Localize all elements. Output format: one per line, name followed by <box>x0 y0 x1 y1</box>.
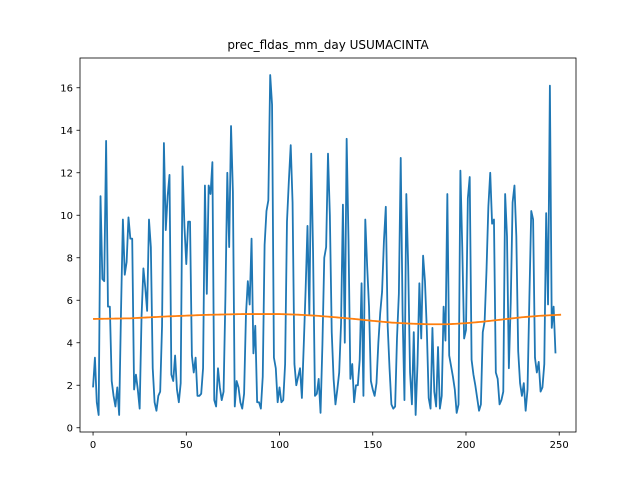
series-line-precipitation <box>92 74 557 416</box>
x-tick-label: 200 <box>456 440 475 451</box>
x-tick-label: 150 <box>363 440 382 451</box>
y-tick-label: 10 <box>60 211 73 222</box>
axes-frame <box>79 57 577 433</box>
y-tick-label: 14 <box>60 126 73 137</box>
y-tick-label: 12 <box>60 168 73 179</box>
chart-title: prec_fldas_mm_day USUMACINTA <box>227 38 429 52</box>
y-tick-label: 4 <box>67 338 73 349</box>
x-tick-label: 0 <box>90 440 96 451</box>
x-tick-label: 100 <box>270 440 289 451</box>
y-tick-label: 0 <box>67 423 73 434</box>
y-tick-label: 6 <box>67 296 73 307</box>
x-tick-label: 50 <box>180 440 193 451</box>
axes: 0 50 100 150 200 250 0 2 4 6 8 10 12 14 16 <box>60 57 577 451</box>
y-tick-label: 2 <box>67 381 73 392</box>
series-line-trend <box>93 313 562 326</box>
plot-area <box>92 74 562 416</box>
y-tick-label: 8 <box>67 253 73 264</box>
y-tick-label: 16 <box>60 83 73 94</box>
x-tick-label: 250 <box>550 440 569 451</box>
